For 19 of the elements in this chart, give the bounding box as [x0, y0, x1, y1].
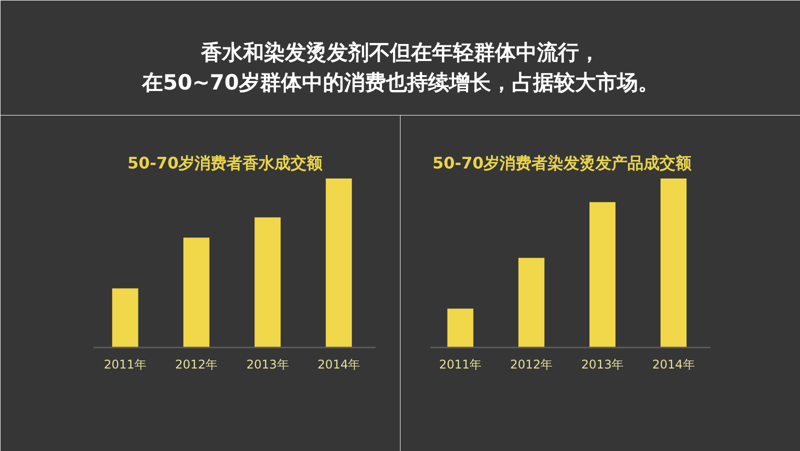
bar	[518, 258, 544, 348]
bar	[660, 178, 687, 348]
x-tick-label: 2011年	[439, 358, 482, 372]
bar	[326, 178, 352, 348]
bar	[447, 308, 474, 348]
bar	[254, 217, 281, 348]
bar	[112, 288, 138, 348]
chart-title: 50-70岁消费者香水成交额	[128, 154, 324, 172]
bar	[589, 202, 616, 348]
bar	[183, 238, 210, 348]
x-tick-label: 2011年	[104, 358, 146, 372]
text: 香水和染发烫发剂不但在年轻群体中流行，在50~70岁群体中的消费也持续增长，占据较大市场。	[140, 40, 660, 94]
x-tick-label: 2013年	[581, 358, 624, 372]
chart-title: 50-70岁消费者染发烫发产品成交额	[432, 154, 693, 172]
x-tick-label: 2013年	[246, 358, 289, 372]
x-tick-label: 2014年	[652, 358, 695, 372]
x-tick-label: 2014年	[318, 358, 360, 372]
x-tick-label: 2012年	[510, 358, 553, 372]
x-tick-label: 2012年	[175, 358, 218, 372]
